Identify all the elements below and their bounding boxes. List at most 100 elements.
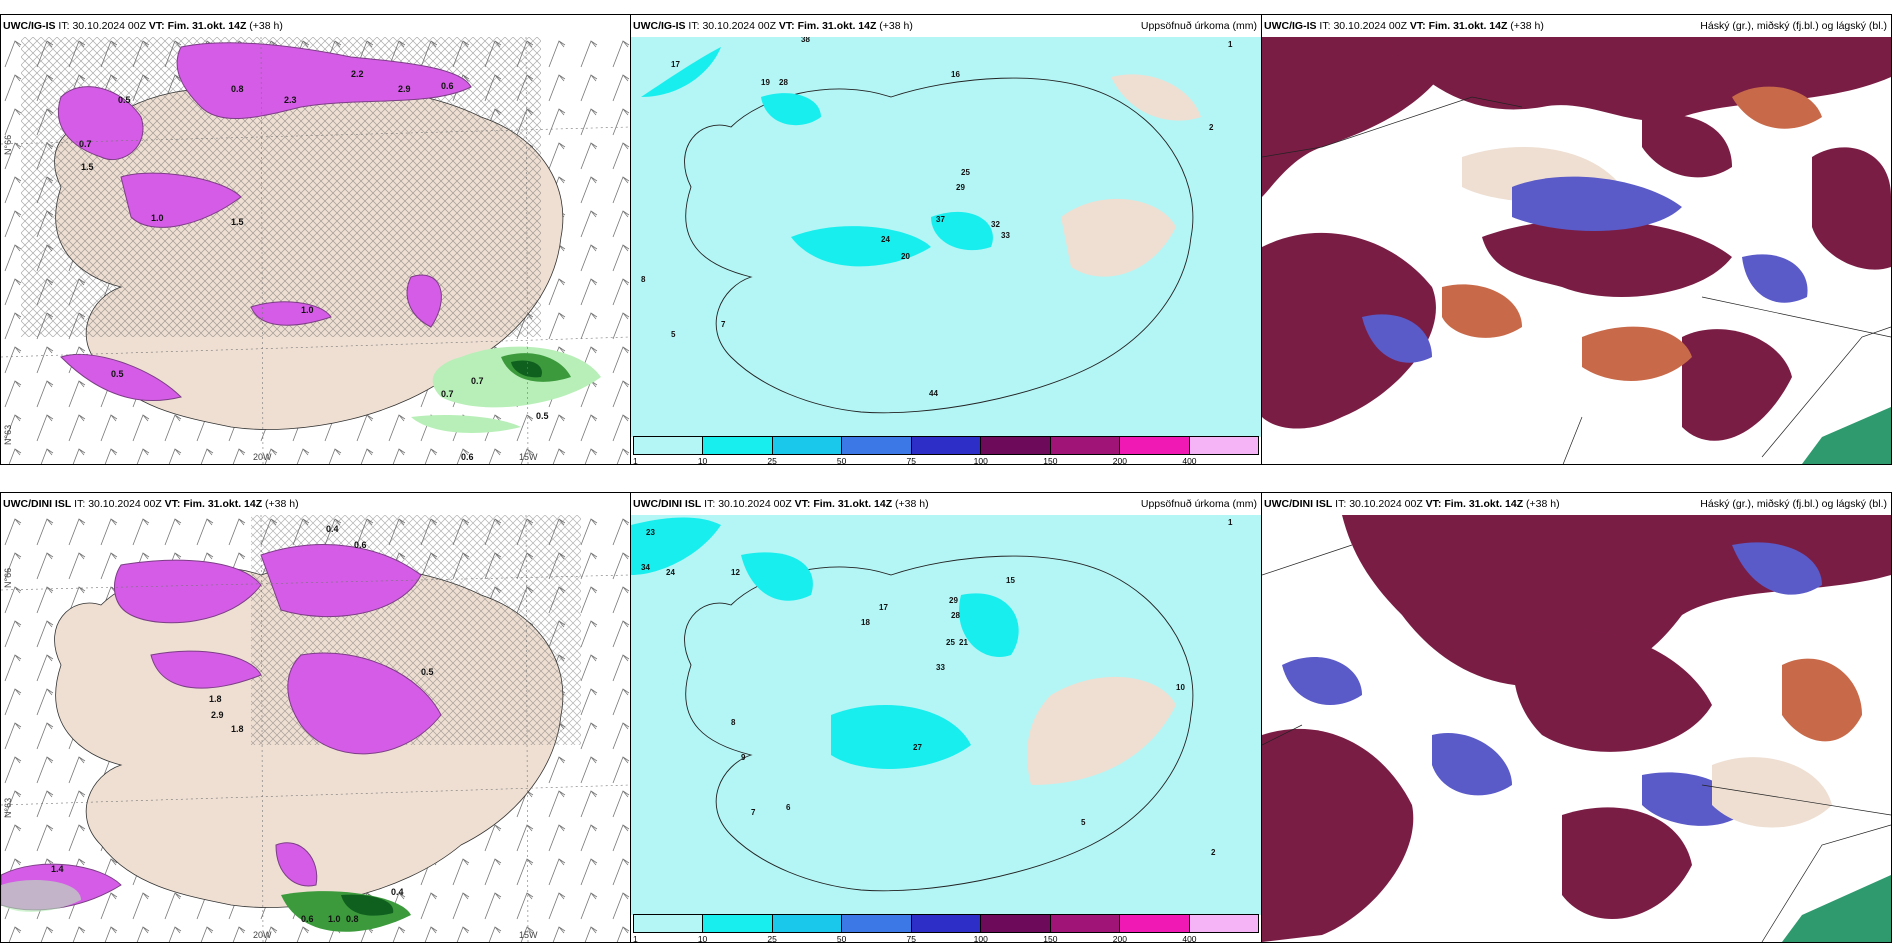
panel-title: UWC/DINI ISL IT: 30.10.2024 00Z VT: Fim.… bbox=[1262, 493, 1891, 515]
svg-text:7: 7 bbox=[751, 808, 756, 817]
svg-text:7: 7 bbox=[721, 320, 726, 329]
panel-dini-clouds: UWC/DINI ISL IT: 30.10.2024 00Z VT: Fim.… bbox=[1261, 492, 1892, 943]
svg-text:6: 6 bbox=[786, 803, 791, 812]
svg-text:0.4: 0.4 bbox=[326, 524, 339, 534]
svg-text:15: 15 bbox=[1006, 576, 1015, 585]
svg-text:16: 16 bbox=[951, 70, 960, 79]
svg-text:18: 18 bbox=[861, 618, 870, 627]
colorbar-label: 50 bbox=[836, 456, 847, 465]
precip-area bbox=[176, 42, 472, 119]
svg-text:0.6: 0.6 bbox=[301, 914, 314, 924]
panel-right-title: Háský (gr.), miðský (fj.bl.) og lágský (… bbox=[1700, 498, 1887, 510]
colorbar-label: 100 bbox=[973, 456, 988, 465]
svg-text:0.5: 0.5 bbox=[118, 95, 131, 105]
colorbar-segment bbox=[1120, 915, 1190, 932]
colorbar-segment bbox=[1120, 437, 1190, 454]
colorbar-label: 25 bbox=[767, 934, 777, 943]
colorbar-segment bbox=[911, 437, 982, 454]
lat-label: N°63 bbox=[3, 424, 13, 445]
colorbar-segment bbox=[842, 437, 912, 454]
svg-text:24: 24 bbox=[666, 568, 675, 577]
svg-text:1: 1 bbox=[1228, 40, 1233, 49]
accum-precip-map: 17 38 16 19 28 25 29 24 37 32 33 20 44 5… bbox=[631, 37, 1261, 437]
colorbar-label: 150 bbox=[1043, 456, 1058, 465]
svg-text:1.4: 1.4 bbox=[51, 864, 64, 874]
precip-area bbox=[406, 274, 442, 328]
svg-text:28: 28 bbox=[951, 611, 960, 620]
panel-dini-accum: UWC/DINI ISL IT: 30.10.2024 00Z VT: Fim.… bbox=[630, 492, 1262, 943]
svg-text:1.8: 1.8 bbox=[231, 724, 244, 734]
panel-right-title: Uppsöfnuð úrkoma (mm) bbox=[1140, 498, 1257, 510]
svg-text:0.5: 0.5 bbox=[536, 411, 549, 421]
svg-text:24: 24 bbox=[881, 235, 890, 244]
colorbar-label: 75 bbox=[906, 456, 916, 465]
svg-text:17: 17 bbox=[671, 60, 680, 69]
precip-colorbar: 1 10 25 50 75 100 150 200 400 bbox=[633, 914, 1259, 943]
svg-text:25: 25 bbox=[946, 638, 955, 647]
colorbar-label: 400 bbox=[1182, 934, 1197, 943]
panel-right-title: Háský (gr.), miðský (fj.bl.) og lágský (… bbox=[1700, 20, 1887, 32]
svg-text:0.5: 0.5 bbox=[421, 667, 434, 677]
precip-area bbox=[150, 650, 262, 689]
colorbar-segment bbox=[981, 437, 1051, 454]
svg-text:0.8: 0.8 bbox=[346, 914, 359, 924]
svg-text:0.4: 0.4 bbox=[391, 887, 404, 897]
lon-label: 20W bbox=[253, 452, 272, 462]
svg-text:2.9: 2.9 bbox=[211, 710, 224, 720]
svg-text:10: 10 bbox=[1176, 683, 1185, 692]
colorbar-segment bbox=[1050, 915, 1121, 932]
svg-text:1.0: 1.0 bbox=[151, 213, 164, 223]
panel-right-title: Uppsöfnuð úrkoma (mm) bbox=[1140, 20, 1257, 32]
colorbar-label: 10 bbox=[697, 934, 708, 943]
lon-label: 20W bbox=[253, 930, 272, 940]
colorbar-label: 10 bbox=[697, 456, 708, 465]
panel-ig-weather: UWC/IG-IS IT: 30.10.2024 00Z VT: Fim. 31… bbox=[0, 14, 631, 465]
precip-area bbox=[60, 353, 182, 402]
svg-text:8: 8 bbox=[731, 718, 736, 727]
svg-text:1.0: 1.0 bbox=[328, 914, 341, 924]
svg-text:28: 28 bbox=[779, 78, 788, 87]
colorbar-segment bbox=[1050, 437, 1121, 454]
svg-text:1.5: 1.5 bbox=[231, 217, 244, 227]
svg-text:33: 33 bbox=[1001, 231, 1010, 240]
lon-label: 15W bbox=[519, 930, 538, 940]
svg-text:19: 19 bbox=[761, 78, 770, 87]
svg-text:0.7: 0.7 bbox=[441, 389, 454, 399]
cloud-cover-map bbox=[1262, 515, 1891, 942]
accum-precip-map: 23 34 24 12 18 17 29 28 25 21 33 27 15 1… bbox=[631, 515, 1261, 915]
iceland-outline bbox=[684, 555, 1194, 892]
panel-dini-weather: UWC/DINI ISL IT: 30.10.2024 00Z VT: Fim.… bbox=[0, 492, 631, 943]
colorbar-segment bbox=[703, 915, 773, 932]
svg-text:25: 25 bbox=[961, 168, 970, 177]
precip-area bbox=[250, 301, 332, 326]
iceland-outline bbox=[684, 77, 1194, 414]
svg-text:8: 8 bbox=[641, 275, 646, 284]
svg-text:1.5: 1.5 bbox=[81, 162, 94, 172]
colorbar-segment bbox=[634, 915, 704, 932]
svg-text:32: 32 bbox=[991, 220, 1000, 229]
precip-area bbox=[287, 652, 442, 755]
colorbar-label: 50 bbox=[836, 934, 847, 943]
colorbar-segment bbox=[981, 915, 1051, 932]
svg-text:27: 27 bbox=[913, 743, 922, 752]
svg-text:0.6: 0.6 bbox=[354, 540, 367, 550]
svg-text:21: 21 bbox=[959, 638, 968, 647]
precip-wind-map: 0.8 2.2 0.6 2.3 1.5 2.9 0.7 0.5 1.0 1.5 … bbox=[1, 37, 630, 464]
svg-text:0.6: 0.6 bbox=[441, 81, 454, 91]
svg-text:2.2: 2.2 bbox=[351, 69, 364, 79]
svg-text:37: 37 bbox=[936, 215, 945, 224]
svg-text:9: 9 bbox=[741, 753, 746, 762]
svg-text:23: 23 bbox=[646, 528, 655, 537]
svg-text:17: 17 bbox=[879, 603, 888, 612]
panel-title: UWC/DINI ISL IT: 30.10.2024 00Z VT: Fim.… bbox=[1, 493, 630, 515]
colorbar-segment bbox=[772, 915, 843, 932]
precip-area bbox=[260, 544, 422, 618]
precip-area bbox=[57, 86, 144, 161]
colorbar-label: 75 bbox=[906, 934, 916, 943]
svg-text:0.7: 0.7 bbox=[471, 376, 484, 386]
green-precip bbox=[511, 360, 542, 378]
colorbar-label: 200 bbox=[1112, 934, 1127, 943]
colorbar-label: 1 bbox=[633, 456, 638, 465]
panel-ig-clouds: UWC/IG-IS IT: 30.10.2024 00Z VT: Fim. 31… bbox=[1261, 14, 1892, 465]
colorbar-label: 400 bbox=[1182, 456, 1197, 465]
